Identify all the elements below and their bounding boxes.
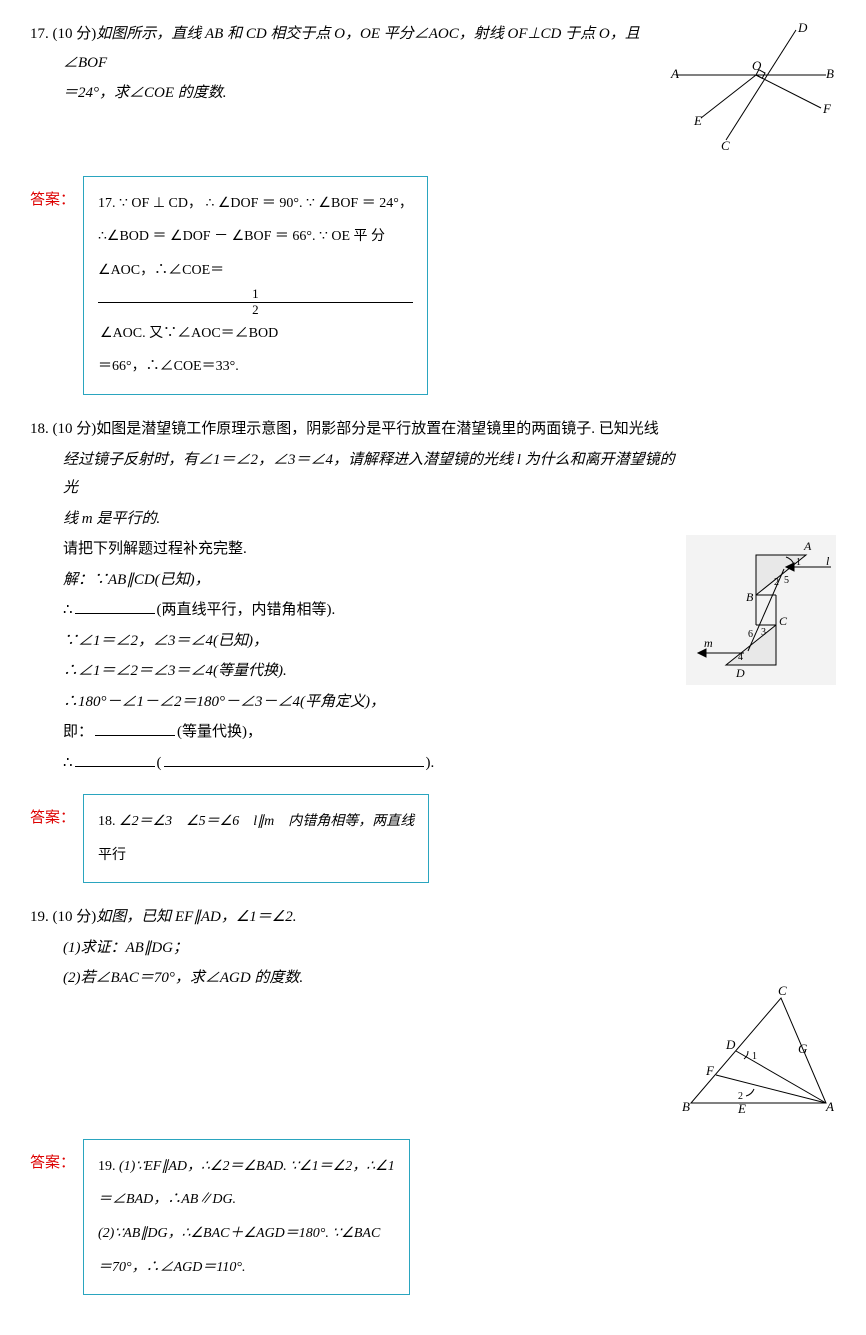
answer-label: 答案： bbox=[30, 176, 75, 215]
problem-19: 19. (10 分)如图，已知 EF∥AD，∠1＝∠2. (1)求证：AB∥DG… bbox=[30, 903, 836, 1124]
svg-text:G: G bbox=[798, 1041, 808, 1056]
svg-text:B: B bbox=[746, 590, 754, 604]
problem-points: (10 分) bbox=[53, 421, 97, 437]
p18-l5: 解：∵AB∥CD(已知)， bbox=[63, 572, 210, 588]
problem-17-text: 17. (10 分)如图所示，直线 AB 和 CD 相交于点 O，OE 平分∠A… bbox=[30, 20, 666, 110]
problem-line1: 如图所示，直线 AB 和 CD 相交于点 O，OE 平分∠AOC，射线 OF⊥C… bbox=[63, 26, 640, 71]
svg-text:2: 2 bbox=[774, 577, 779, 588]
label-B: B bbox=[826, 66, 834, 81]
label-E: E bbox=[693, 113, 702, 128]
problem-line1: 如图是潜望镜工作原理示意图，阴影部分是平行放置在潜望镜里的两面镜子. 已知光线 bbox=[96, 421, 659, 437]
problem-number: 19. bbox=[30, 909, 49, 925]
svg-text:5: 5 bbox=[784, 575, 789, 586]
p18-l11c: ). bbox=[426, 755, 435, 771]
problem-18: 18. (10 分)如图是潜望镜工作原理示意图，阴影部分是平行放置在潜望镜里的两… bbox=[30, 415, 836, 779]
p18-l8: ∴∠1＝∠2＝∠3＝∠4(等量代换). bbox=[63, 663, 287, 679]
a19-l4: ＝70°，∴∠AGD＝110°. bbox=[98, 1260, 245, 1275]
diagram-18: A B C D l m 1 2 3 4 5 6 bbox=[686, 535, 836, 696]
answer-17-box: 17. ∵ OF ⊥ CD， ∴ ∠DOF ＝ 90°. ∵ ∠BOF ＝ 24… bbox=[83, 176, 428, 396]
label-A: A bbox=[670, 66, 679, 81]
answer-18-box: 18. ∠2＝∠3 ∠5＝∠6 l∥m 内错角相等，两直线 平行 bbox=[83, 794, 429, 883]
svg-text:A: A bbox=[803, 539, 812, 553]
svg-text:A: A bbox=[825, 1099, 834, 1113]
label-O: O bbox=[752, 58, 762, 73]
p18-l6a: ∴ bbox=[63, 602, 73, 618]
answer-19-box: 19. (1)∵EF∥AD，∴∠2＝∠BAD. ∵∠1＝∠2，∴∠1 ＝∠BAD… bbox=[83, 1139, 410, 1295]
a18-l2: 平行 bbox=[98, 848, 126, 863]
svg-text:4: 4 bbox=[738, 652, 743, 663]
answer-l2: ∴∠BOD ＝ ∠DOF － ∠BOF ＝ 66°. ∵ OE 平 分 bbox=[98, 229, 385, 244]
answer-17-row: 答案： 17. ∵ OF ⊥ CD， ∴ ∠DOF ＝ 90°. ∵ ∠BOF … bbox=[30, 176, 836, 396]
svg-text:B: B bbox=[682, 1099, 690, 1113]
svg-text:C: C bbox=[778, 983, 787, 998]
p18-l7: ∵∠1＝∠2，∠3＝∠4(已知)， bbox=[63, 633, 268, 649]
svg-text:1: 1 bbox=[752, 1051, 757, 1062]
p18-l4: 请把下列解题过程补充完整. bbox=[63, 541, 247, 557]
problem-points: (10 分) bbox=[53, 26, 97, 42]
a19-l2: ＝∠BAD，∴AB∥DG. bbox=[98, 1192, 236, 1207]
a19-l3: (2)∵AB∥DG，∴∠BAC＋∠AGD＝180°. ∵∠BAC bbox=[98, 1226, 380, 1241]
problem-line2: ＝24°，求∠COE 的度数. bbox=[63, 85, 227, 101]
p18-l11a: ∴ bbox=[63, 755, 73, 771]
label-F: F bbox=[822, 101, 832, 116]
answer-18-row: 答案： 18. ∠2＝∠3 ∠5＝∠6 l∥m 内错角相等，两直线 平行 bbox=[30, 794, 836, 883]
problem-19-text: 19. (10 分)如图，已知 EF∥AD，∠1＝∠2. (1)求证：AB∥DG… bbox=[30, 903, 676, 995]
svg-text:C: C bbox=[779, 614, 788, 628]
svg-text:m: m bbox=[704, 636, 713, 650]
problem-18-text: 18. (10 分)如图是潜望镜工作原理示意图，阴影部分是平行放置在潜望镜里的两… bbox=[30, 415, 686, 779]
svg-text:6: 6 bbox=[748, 629, 753, 640]
p18-l6b: (两直线平行，内错角相等). bbox=[157, 602, 336, 618]
blank-1 bbox=[75, 598, 155, 614]
label-C: C bbox=[721, 138, 730, 150]
svg-text:2: 2 bbox=[738, 1091, 743, 1102]
problem-number: 18. bbox=[30, 421, 49, 437]
p18-l10a: 即： bbox=[63, 724, 93, 740]
label-D: D bbox=[797, 20, 808, 35]
svg-text:E: E bbox=[737, 1101, 746, 1113]
answer-label: 答案： bbox=[30, 1139, 75, 1178]
a18-l1: ∠2＝∠3 ∠5＝∠6 l∥m 内错角相等，两直线 bbox=[119, 814, 414, 829]
p19-l1: 如图，已知 EF∥AD，∠1＝∠2. bbox=[96, 909, 296, 925]
answer-l3b: ∠AOC. 又∵∠AOC＝∠BOD bbox=[100, 326, 278, 341]
blank-4 bbox=[164, 751, 424, 767]
answer-label: 答案： bbox=[30, 794, 75, 833]
p18-l10b: (等量代换)， bbox=[177, 724, 262, 740]
blank-2 bbox=[95, 720, 175, 736]
blank-3 bbox=[75, 751, 155, 767]
p19-l3: (2)若∠BAC＝70°，求∠AGD 的度数. bbox=[63, 970, 303, 986]
answer-num: 18. bbox=[98, 814, 116, 829]
p18-l2: 经过镜子反射时，有∠1＝∠2，∠3＝∠4，请解释进入潜望镜的光线 l 为什么和离… bbox=[63, 452, 675, 497]
diagram-17: A B C D E F O bbox=[666, 20, 836, 161]
problem-number: 17. bbox=[30, 26, 49, 42]
p18-l11b: ( bbox=[157, 755, 162, 771]
a19-l1: (1)∵EF∥AD，∴∠2＝∠BAD. ∵∠1＝∠2，∴∠1 bbox=[119, 1159, 395, 1174]
p19-l2: (1)求证：AB∥DG； bbox=[63, 940, 188, 956]
answer-num: 17. bbox=[98, 196, 116, 211]
problem-points: (10 分) bbox=[53, 909, 97, 925]
problem-17: 17. (10 分)如图所示，直线 AB 和 CD 相交于点 O，OE 平分∠A… bbox=[30, 20, 836, 161]
p18-l9: ∴180°－∠1－∠2＝180°－∠3－∠4(平角定义)， bbox=[63, 694, 385, 710]
answer-19-row: 答案： 19. (1)∵EF∥AD，∴∠2＝∠BAD. ∵∠1＝∠2，∴∠1 ＝… bbox=[30, 1139, 836, 1295]
diagram-19: A B C D E F G 1 2 bbox=[676, 983, 836, 1124]
svg-text:D: D bbox=[735, 666, 745, 680]
answer-l4: ＝66°，∴∠COE＝33°. bbox=[98, 359, 239, 374]
svg-text:1: 1 bbox=[796, 557, 801, 568]
svg-text:3: 3 bbox=[761, 627, 766, 638]
p18-l3: 线 m 是平行的. bbox=[63, 511, 160, 527]
answer-l3a: ∠AOC，∴∠COE＝ bbox=[98, 263, 224, 278]
svg-text:F: F bbox=[705, 1063, 715, 1078]
answer-l1: ∵ OF ⊥ CD， ∴ ∠DOF ＝ 90°. ∵ ∠BOF ＝ 24°， bbox=[119, 196, 413, 211]
svg-text:D: D bbox=[725, 1037, 736, 1052]
answer-num: 19. bbox=[98, 1159, 116, 1174]
